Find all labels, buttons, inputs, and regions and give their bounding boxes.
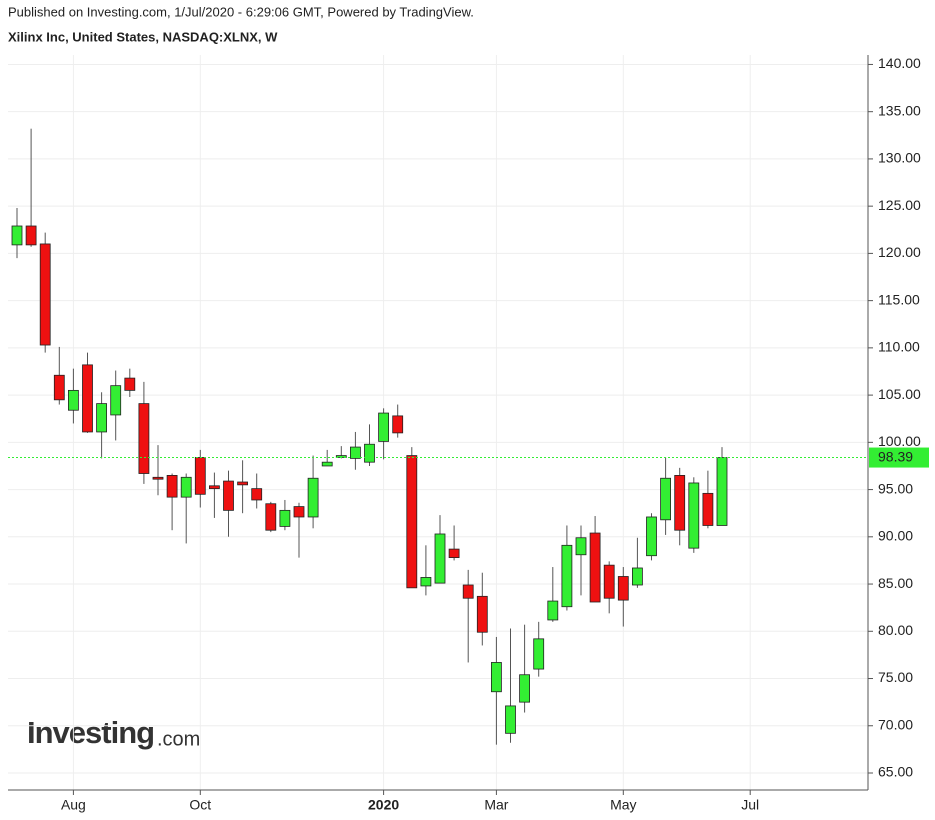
candle-body xyxy=(547,600,559,621)
x-tick-label: Aug xyxy=(61,797,86,813)
x-tick-label: Mar xyxy=(484,797,508,813)
candle-body xyxy=(68,389,79,411)
candle-body xyxy=(321,461,333,467)
y-tick-label: 105.00 xyxy=(878,386,921,402)
x-tick-label: May xyxy=(610,797,636,813)
candle-body xyxy=(364,443,375,463)
y-tick-label: 75.00 xyxy=(878,669,913,685)
y-tick-label: 110.00 xyxy=(878,339,920,355)
candle-body xyxy=(632,567,643,586)
logo-brand: Investing xyxy=(27,715,154,750)
candle-body xyxy=(448,548,460,558)
candle-body xyxy=(110,385,122,416)
candle-body xyxy=(11,225,23,246)
candle-body xyxy=(561,544,573,608)
candle-body xyxy=(716,457,728,526)
candle-body xyxy=(349,446,361,459)
y-tick-label: 80.00 xyxy=(878,622,913,638)
candle-body xyxy=(180,476,192,498)
candle-body xyxy=(96,403,107,433)
candle-body xyxy=(462,584,474,599)
candle-body xyxy=(420,577,432,587)
last-price-box xyxy=(869,447,929,468)
candle-body xyxy=(575,537,587,556)
y-tick-label: 95.00 xyxy=(878,480,913,496)
candle-body xyxy=(53,374,65,401)
candle-body xyxy=(237,481,249,486)
candle-body xyxy=(194,457,206,495)
candle-body xyxy=(660,477,671,521)
candle-body xyxy=(589,532,601,603)
candle-body xyxy=(378,412,390,442)
subtitle: Published on Investing.com, 1/Jul/2020 -… xyxy=(8,4,474,19)
candle-body xyxy=(138,403,150,474)
candle-body xyxy=(406,455,418,589)
y-tick-label: 85.00 xyxy=(878,575,913,591)
candle-body xyxy=(25,225,37,246)
x-tick-label: 2020 xyxy=(368,797,399,813)
candle-body xyxy=(293,506,305,518)
candle-body xyxy=(476,595,488,633)
candle-body xyxy=(519,674,530,703)
candle-body xyxy=(166,475,178,498)
candle-body xyxy=(265,503,277,531)
y-tick-label: 90.00 xyxy=(878,528,913,544)
x-tick-label: Oct xyxy=(189,797,211,813)
candle-body xyxy=(208,485,220,490)
candle-body xyxy=(646,516,657,557)
y-tick-label: 65.00 xyxy=(878,764,913,780)
x-tick-label: Jul xyxy=(741,797,759,813)
y-tick-label: 125.00 xyxy=(878,197,921,213)
candle-body xyxy=(251,488,263,501)
candle-body xyxy=(82,364,93,433)
candle-body xyxy=(124,377,136,391)
candle-body xyxy=(533,638,545,670)
y-tick-label: 70.00 xyxy=(878,716,913,732)
candle-body xyxy=(702,492,714,526)
candle-body xyxy=(490,662,502,693)
logo-suffix: .com xyxy=(157,728,200,750)
y-tick-label: 140.00 xyxy=(878,55,921,71)
candle-body xyxy=(617,576,629,601)
y-tick-label: 120.00 xyxy=(878,244,921,260)
candle-body xyxy=(307,477,319,518)
candle-body xyxy=(505,705,516,734)
candle-body xyxy=(434,533,446,584)
y-tick-label: 100.00 xyxy=(878,433,921,449)
candle-body xyxy=(674,475,686,531)
candle-body xyxy=(392,415,404,434)
y-tick-label: 135.00 xyxy=(878,102,921,118)
chart-title: Xilinx Inc, United States, NASDAQ:XLNX, … xyxy=(8,29,278,44)
y-tick-label: 130.00 xyxy=(878,150,921,166)
candle-body xyxy=(603,564,615,599)
last-price-label: 98.39 xyxy=(878,448,913,464)
y-tick-label: 115.00 xyxy=(878,291,920,307)
candle-body xyxy=(223,480,234,511)
candle-body xyxy=(279,509,291,527)
candle-body xyxy=(39,243,51,346)
candle-body xyxy=(688,482,700,549)
candle-body xyxy=(152,476,164,480)
